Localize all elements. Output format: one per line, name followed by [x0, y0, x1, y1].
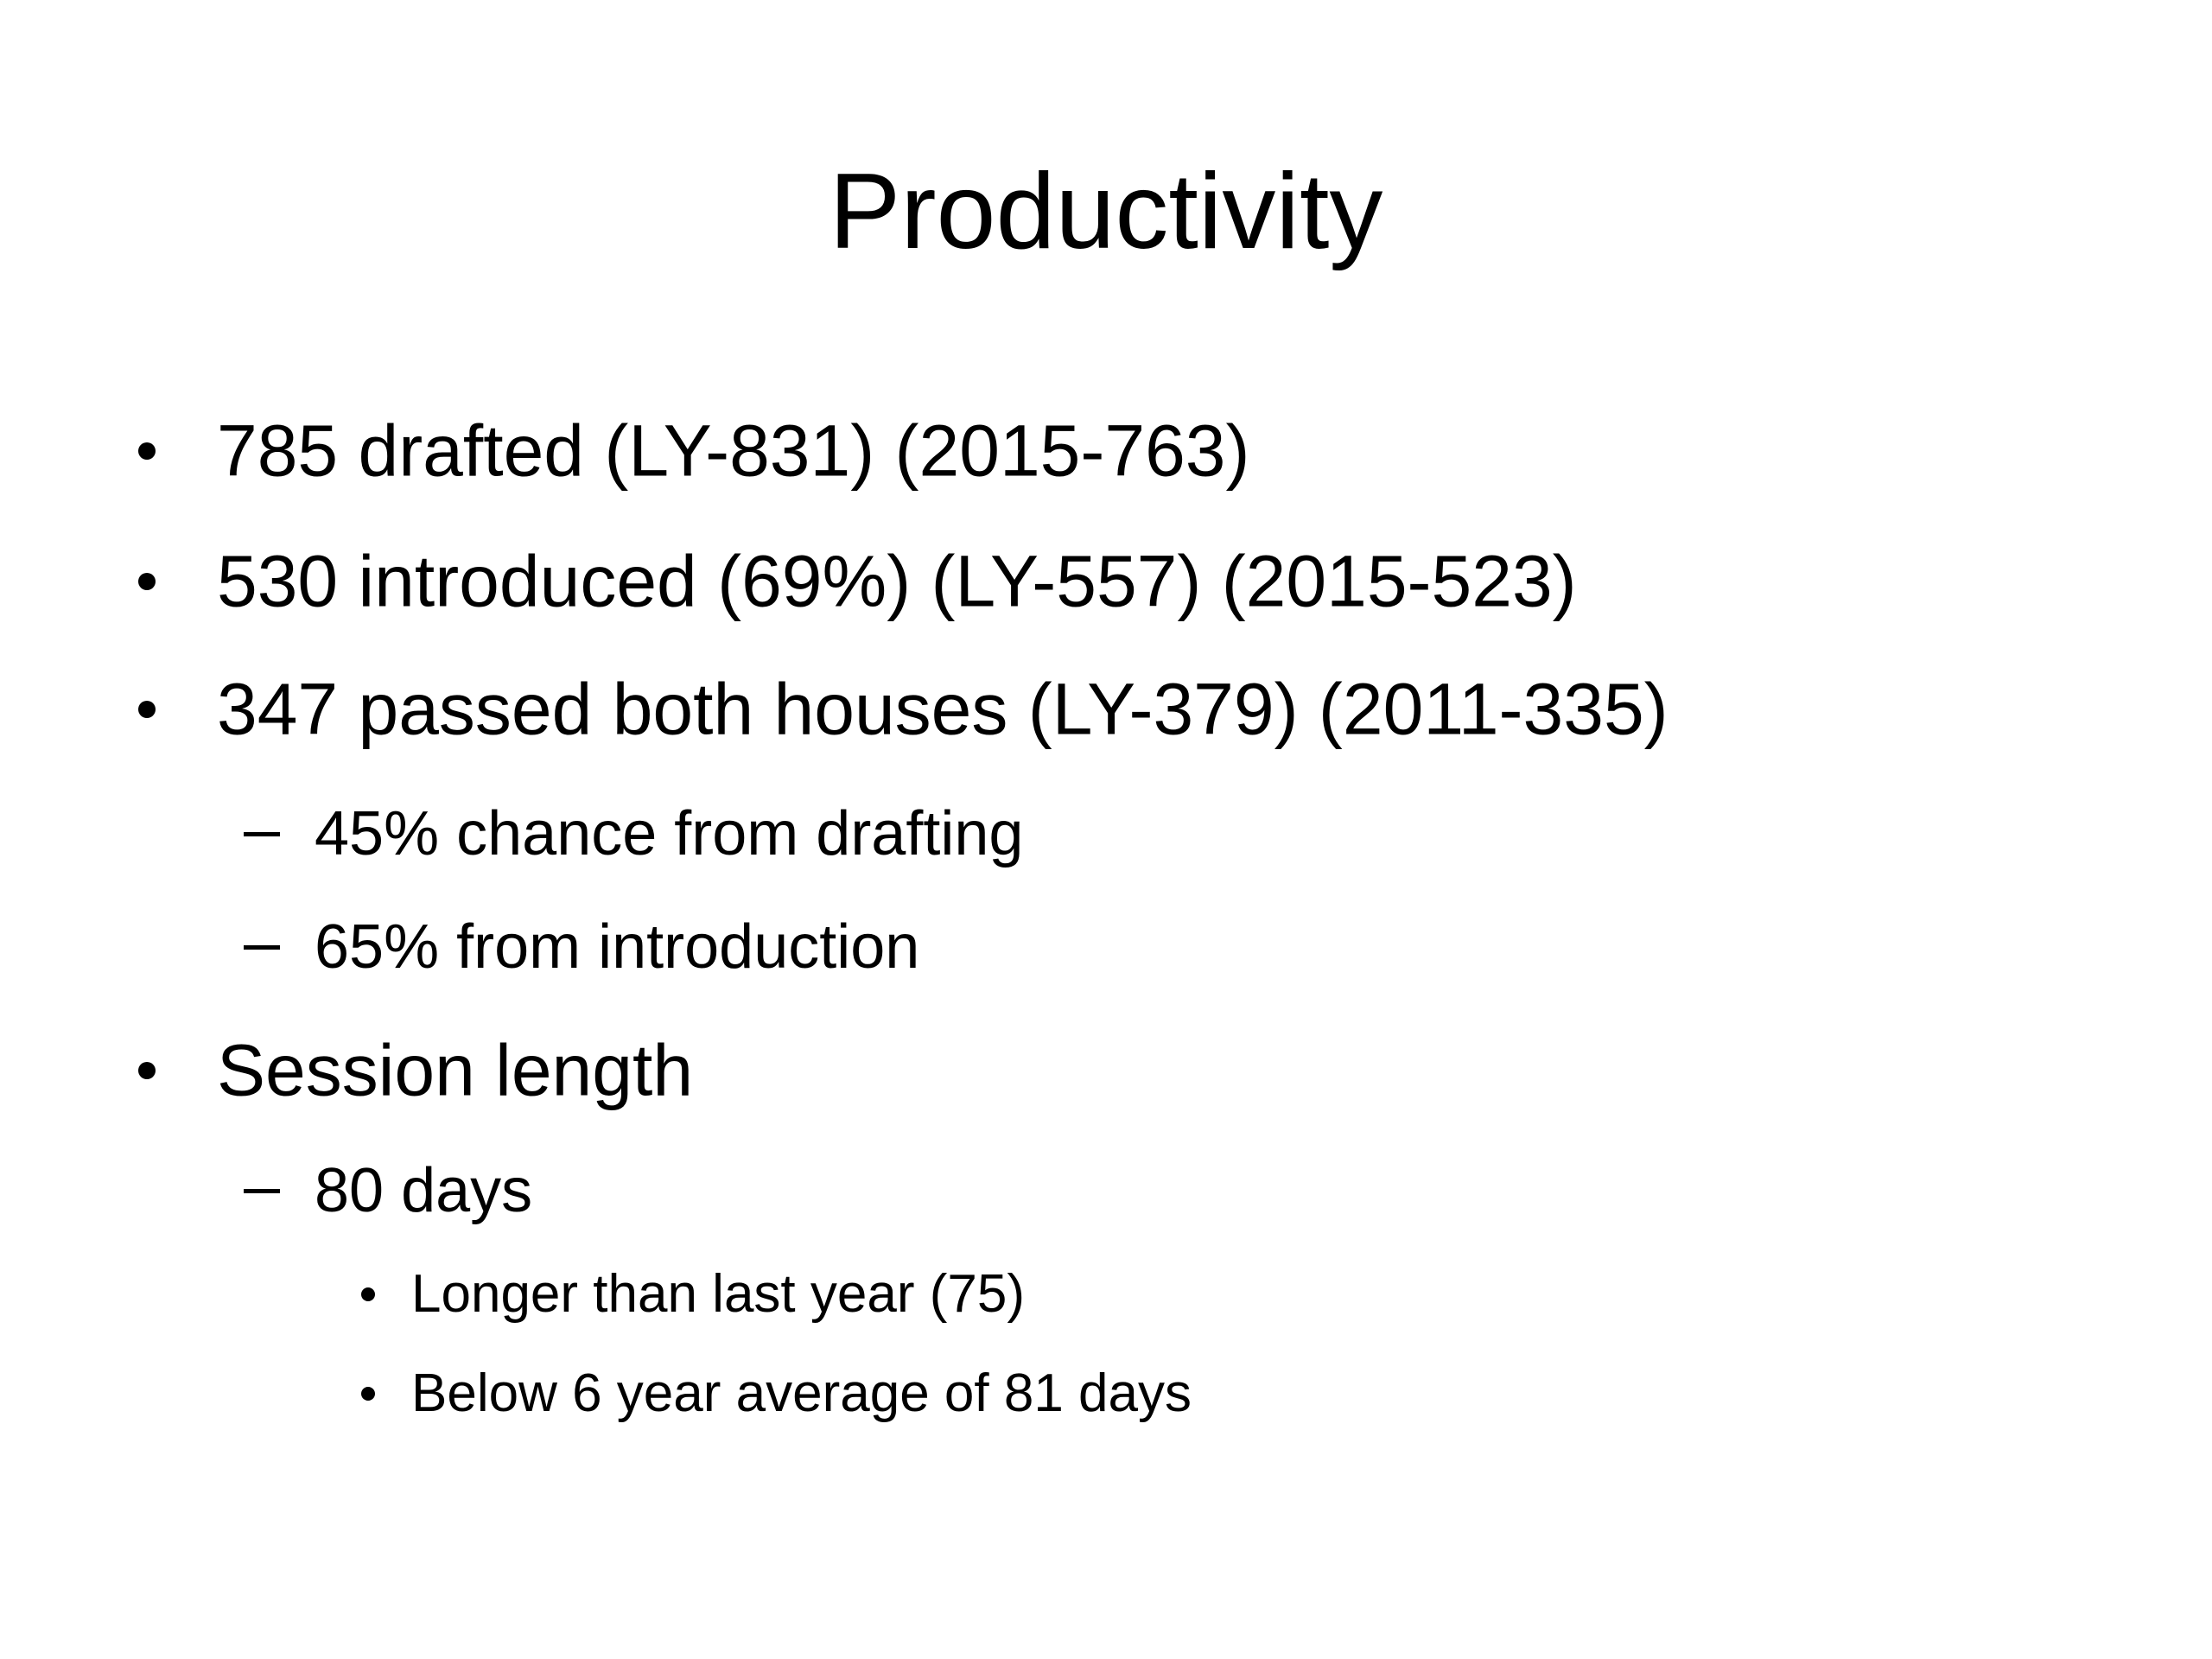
dash-marker — [244, 831, 280, 836]
bullet-text: Below 6 year average of 81 days — [411, 1363, 1192, 1423]
bullet-marker — [138, 701, 156, 718]
bullet-text: 65% from introduction — [315, 912, 920, 982]
dash-marker — [244, 1188, 280, 1193]
bullet-text: 45% chance from drafting — [315, 798, 1024, 868]
bullet-marker — [361, 1287, 375, 1301]
bullet-text: 785 drafted (LY-831) (2015-763) — [217, 410, 1250, 492]
bullet-marker — [138, 1062, 156, 1079]
dash-marker — [244, 944, 280, 950]
bullet-marker — [138, 573, 156, 590]
bullet-marker — [138, 442, 156, 460]
bullet-text: 347 passed both houses (LY-379) (2011-33… — [217, 668, 1669, 750]
bullet-text: Longer than last year (75) — [411, 1263, 1025, 1324]
bullet-text: Session length — [217, 1029, 694, 1111]
bullet-text: 80 days — [315, 1155, 533, 1225]
slide-title: Productivity — [829, 152, 1383, 271]
bullet-marker — [361, 1387, 375, 1401]
bullet-text: 530 introduced (69%) (LY-557) (2015-523) — [217, 540, 1577, 622]
